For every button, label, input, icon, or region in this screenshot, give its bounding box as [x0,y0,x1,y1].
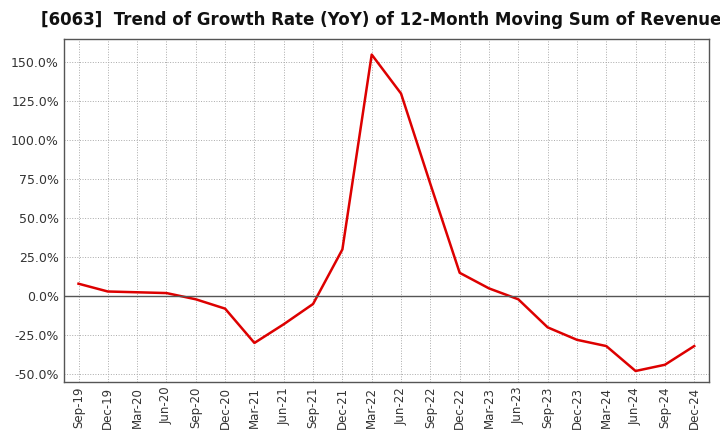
Title: [6063]  Trend of Growth Rate (YoY) of 12-Month Moving Sum of Revenues: [6063] Trend of Growth Rate (YoY) of 12-… [41,11,720,29]
